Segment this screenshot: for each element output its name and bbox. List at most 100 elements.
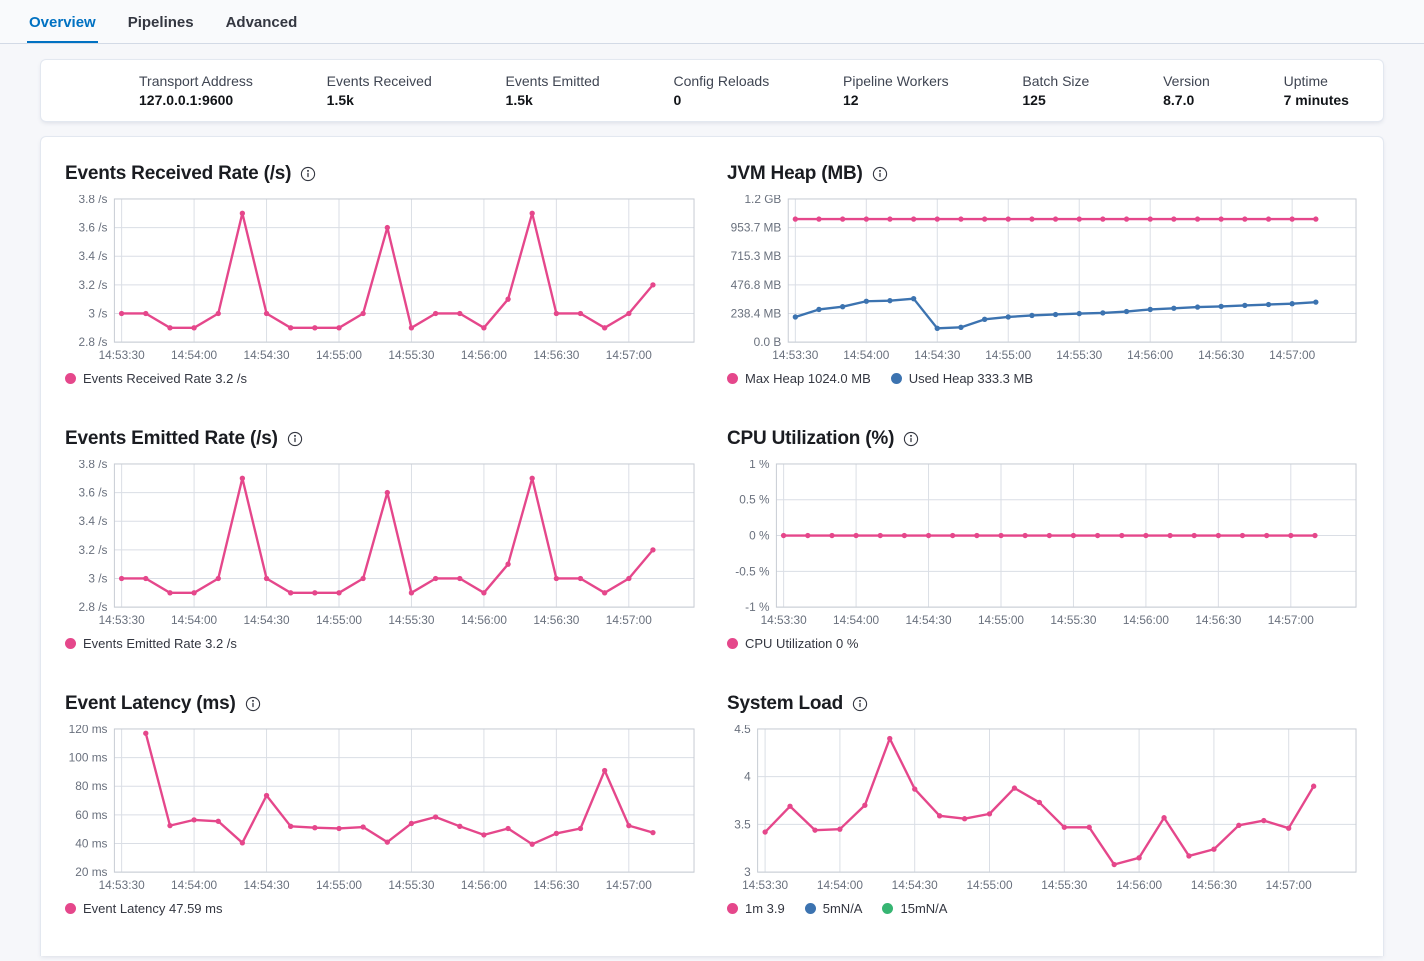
x-axis-tick-label: 14:56:30 — [1198, 348, 1244, 362]
x-axis-tick-label: 14:53:30 — [742, 878, 788, 892]
y-axis-tick-label: 40 ms — [75, 836, 107, 850]
legend-dot — [890, 372, 902, 384]
x-axis-tick-label: 14:54:30 — [914, 348, 960, 362]
stat-value: 0 — [673, 92, 682, 108]
legend-label: 1m 3.9 — [745, 900, 785, 916]
legend-dot — [65, 902, 76, 914]
y-axis-tick-label: -1 % — [745, 600, 770, 614]
stat-label: Transport Address — [139, 73, 253, 89]
legend-item-events-emitted-rate-3-2-s: Events Emitted Rate 3.2 /s — [65, 636, 237, 651]
x-axis-tick-label: 14:56:00 — [1127, 348, 1173, 362]
y-axis-tick-label: 20 ms — [75, 865, 107, 879]
y-axis-tick-label: 1 % — [749, 460, 770, 471]
chart-plot-area[interactable]: 120 ms 100 ms 80 ms 60 ms 40 ms 20 ms14:53:30… — [65, 725, 697, 895]
legend-label: Events Emitted Rate 3.2 /s — [83, 635, 237, 651]
chart-jvm-heap: JVM Heap (MB) 1.2 GB 953.7 MB 715.3 MB 476.8… — [727, 147, 1359, 386]
chart-title: CPU Utilization (%) — [727, 427, 895, 449]
chart-title: Events Received Rate (/s) — [65, 163, 292, 184]
x-axis-tick-label: 14:55:30 — [388, 878, 434, 892]
y-axis-tick-label: 3.8 /s — [79, 195, 108, 206]
y-axis-tick-label: 3.5 — [734, 817, 751, 831]
chart-legend: 1m 3.9 5mN/A 15mN/A — [727, 901, 1359, 916]
y-axis-tick-label: 2.8 /s — [79, 335, 108, 349]
stat-value: 125 — [1022, 92, 1046, 108]
x-axis-tick-label: 14:53:30 — [772, 348, 818, 362]
summary-stat-pipeline-workers: Pipeline Workers 12 — [843, 73, 949, 108]
legend-item-5mn-a: 5mN/A — [804, 901, 862, 916]
chart-title: System Load — [727, 692, 844, 714]
info-icon[interactable] — [903, 431, 919, 447]
chart-plot-area[interactable]: 1 % 0.5 % 0 % -0.5 % -1 %14:53:30 14:54:00 14:… — [727, 460, 1359, 630]
legend-label: Event Latency 47.59 ms — [83, 900, 223, 916]
info-icon[interactable] — [872, 166, 888, 182]
x-axis-tick-label: 14:55:00 — [316, 878, 362, 892]
x-axis-tick-label: 14:57:00 — [606, 613, 652, 627]
x-axis-tick-label: 14:55:30 — [1041, 878, 1087, 892]
x-axis-tick-label: 14:53:30 — [99, 878, 145, 892]
legend-label: Events Received Rate 3.2 /s — [83, 370, 248, 386]
x-axis-tick-label: 14:55:30 — [388, 613, 434, 627]
x-axis-tick-label: 14:56:30 — [533, 613, 579, 627]
chart-plot-area[interactable]: 3.8 /s 3.6 /s 3.4 /s 3.2 /s 3 /s 2.8 /s14:53:… — [65, 460, 697, 630]
info-icon[interactable] — [852, 696, 868, 712]
y-axis-tick-label: 3 /s — [88, 306, 107, 320]
chart-legend: Events Received Rate 3.2 /s — [65, 371, 697, 386]
summary-stat-batch-size: Batch Size 125 — [1022, 73, 1089, 108]
stat-value: 12 — [843, 92, 859, 108]
chart-events-received-rate: Events Received Rate (/s) 3.8 /s 3.6 /s 3.4… — [65, 147, 697, 386]
tab-advanced[interactable]: Advanced — [225, 14, 298, 31]
x-axis-tick-label: 14:57:00 — [606, 348, 652, 362]
y-axis-tick-label: 3 — [744, 865, 751, 879]
legend-item-cpu-utilization-0: CPU Utilization 0 % — [727, 636, 858, 651]
legend-item-1m-3-9: 1m 3.9 — [727, 901, 785, 916]
legend-dot — [65, 637, 76, 649]
legend-item-event-latency-47-59-ms: Event Latency 47.59 ms — [65, 901, 222, 916]
legend-item-used-heap-333-3-mb: Used Heap 333.3 MB — [890, 371, 1033, 386]
chart-events-emitted-rate: Events Emitted Rate (/s) 3.8 /s 3.6 /s 3.4 … — [65, 412, 697, 651]
y-axis-tick-label: 3.4 /s — [79, 249, 108, 263]
x-axis-tick-label: 14:53:30 — [99, 348, 145, 362]
legend-item-max-heap-1024-0-mb: Max Heap 1024.0 MB — [727, 371, 871, 386]
info-icon[interactable] — [300, 166, 316, 182]
x-axis-tick-label: 14:55:00 — [978, 613, 1024, 627]
info-icon[interactable] — [287, 431, 303, 447]
chart-title-row: Event Latency (ms) — [65, 693, 697, 715]
tab-overview[interactable]: Overview — [27, 0, 98, 43]
chart-plot-area[interactable]: 3.8 /s 3.6 /s 3.4 /s 3.2 /s 3 /s 2.8 /s14:53:… — [65, 195, 697, 365]
x-axis-tick-label: 14:54:30 — [244, 878, 290, 892]
legend-item-events-received-rate-3-2-s: Events Received Rate 3.2 /s — [65, 371, 247, 386]
summary-stat-version: Version 8.7.0 — [1163, 73, 1210, 108]
chart-plot-area[interactable]: 1.2 GB 953.7 MB 715.3 MB 476.8 MB 238.4 MB 0.… — [727, 195, 1359, 365]
chart-title-row: CPU Utilization (%) — [727, 428, 1359, 450]
y-axis-tick-label: 80 ms — [75, 779, 107, 793]
summary-stat-transport-address: Transport Address 127.0.0.1:9600 — [139, 73, 253, 108]
x-axis-tick-label: 14:54:30 — [906, 613, 952, 627]
stat-value: 8.7.0 — [1163, 92, 1195, 108]
y-axis-tick-label: 3.6 /s — [79, 485, 108, 499]
summary-stat-uptime: Uptime 7 minutes — [1284, 73, 1349, 108]
x-axis-tick-label: 14:57:00 — [606, 878, 652, 892]
x-axis-tick-label: 14:54:30 — [244, 348, 290, 362]
tab-pipelines[interactable]: Pipelines — [127, 14, 194, 31]
chart-title-row: Events Emitted Rate (/s) — [65, 428, 697, 450]
legend-dot — [804, 902, 816, 914]
chart-plot-area[interactable]: 4.5 4 3.5 314:53:30 14:54:00 14:54:30 14:55:00… — [727, 725, 1359, 895]
y-axis-tick-label: 3.8 /s — [79, 460, 108, 471]
tab-bar: Overview Pipelines Advanced — [0, 0, 1424, 44]
stat-label: Config Reloads — [673, 73, 770, 89]
stat-label: Batch Size — [1022, 73, 1090, 89]
chart-legend: Event Latency 47.59 ms — [65, 901, 697, 916]
y-axis-tick-label: 715.3 MB — [731, 249, 782, 263]
info-icon[interactable] — [245, 696, 261, 712]
chart-title-row: System Load — [727, 693, 1359, 715]
x-axis-tick-label: 14:56:30 — [1191, 878, 1237, 892]
summary-stat-events-received: Events Received 1.5k — [327, 73, 432, 108]
y-axis-tick-label: 3.6 /s — [79, 221, 108, 235]
x-axis-tick-label: 14:56:30 — [533, 878, 579, 892]
legend-label: CPU Utilization 0 % — [745, 635, 859, 651]
series-line-event-latency — [144, 731, 655, 846]
stat-value: 127.0.0.1:9600 — [139, 92, 234, 108]
y-axis-tick-label: 3 /s — [88, 571, 107, 585]
x-axis-tick-label: 14:54:30 — [892, 878, 938, 892]
